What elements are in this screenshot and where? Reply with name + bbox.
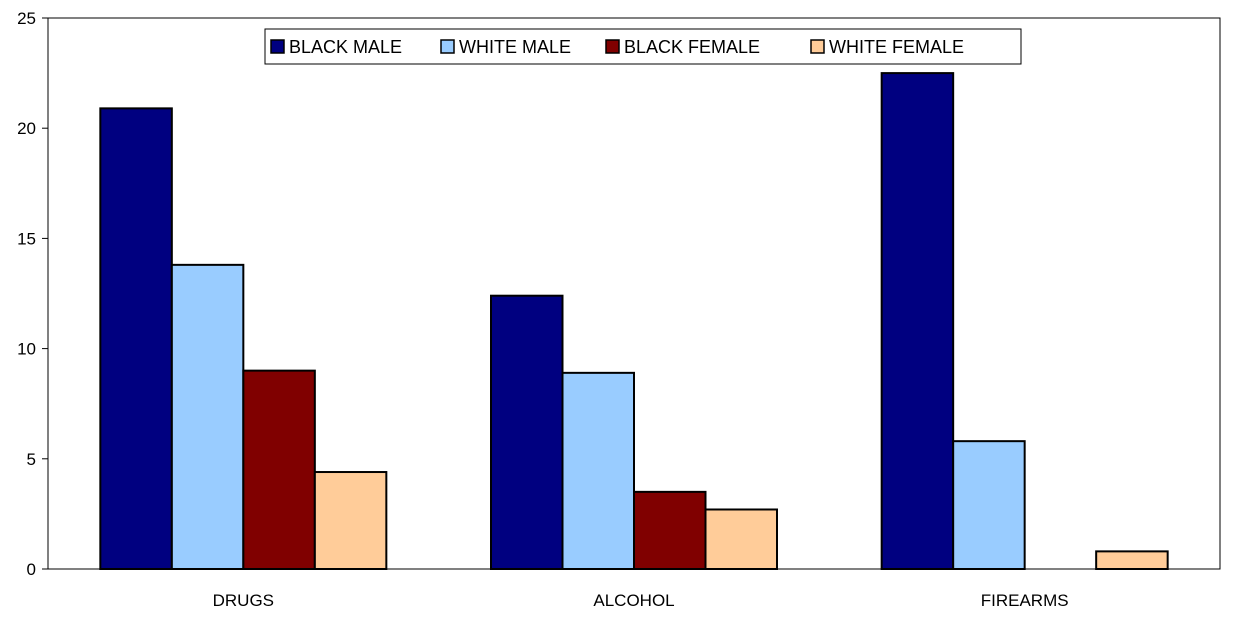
y-tick-label: 0 xyxy=(27,560,36,579)
bar-white-male-alcohol xyxy=(561,371,635,570)
x-axis: DRUGS ALCOHOL FIREARMS xyxy=(213,591,1069,610)
bar-black-female-alcohol xyxy=(633,490,707,570)
bar-black-male-alcohol xyxy=(490,294,564,570)
y-tick-label: 20 xyxy=(17,119,36,138)
bar-white-female-drugs xyxy=(313,471,388,570)
x-category-label: DRUGS xyxy=(213,591,274,610)
bar-white-female-alcohol xyxy=(704,508,778,571)
bar-white-male-drugs xyxy=(170,263,245,570)
legend-label-black-male: BLACK MALE xyxy=(289,37,402,57)
legend-swatch-black-female xyxy=(605,39,620,54)
bar-black-male-firearms xyxy=(880,72,955,570)
y-axis: 0 5 10 15 20 25 xyxy=(17,9,48,579)
legend-swatch-black-male xyxy=(270,39,285,54)
x-category-label: ALCOHOL xyxy=(593,591,674,610)
y-tick-label: 5 xyxy=(27,450,36,469)
bar-black-female-drugs xyxy=(242,369,316,571)
bars-group xyxy=(99,72,1169,571)
y-tick-label: 15 xyxy=(17,229,36,248)
y-tick-label: 25 xyxy=(17,9,36,28)
legend-label-white-male: WHITE MALE xyxy=(459,37,571,57)
legend-swatch-white-male xyxy=(440,39,455,54)
legend-label-white-female: WHITE FEMALE xyxy=(829,37,964,57)
x-category-label: FIREARMS xyxy=(981,591,1069,610)
y-tick-label: 10 xyxy=(17,340,36,359)
legend-label-black-female: BLACK FEMALE xyxy=(624,37,760,57)
legend-box xyxy=(264,28,1022,65)
bar-black-male-drugs xyxy=(99,107,173,570)
bar-white-male-firearms xyxy=(952,440,1026,570)
legend-swatch-white-female xyxy=(810,39,825,54)
bar-white-female-firearms xyxy=(1095,550,1169,570)
legend: BLACK MALE WHITE MALE BLACK FEMALE WHITE FE… xyxy=(264,28,1022,65)
